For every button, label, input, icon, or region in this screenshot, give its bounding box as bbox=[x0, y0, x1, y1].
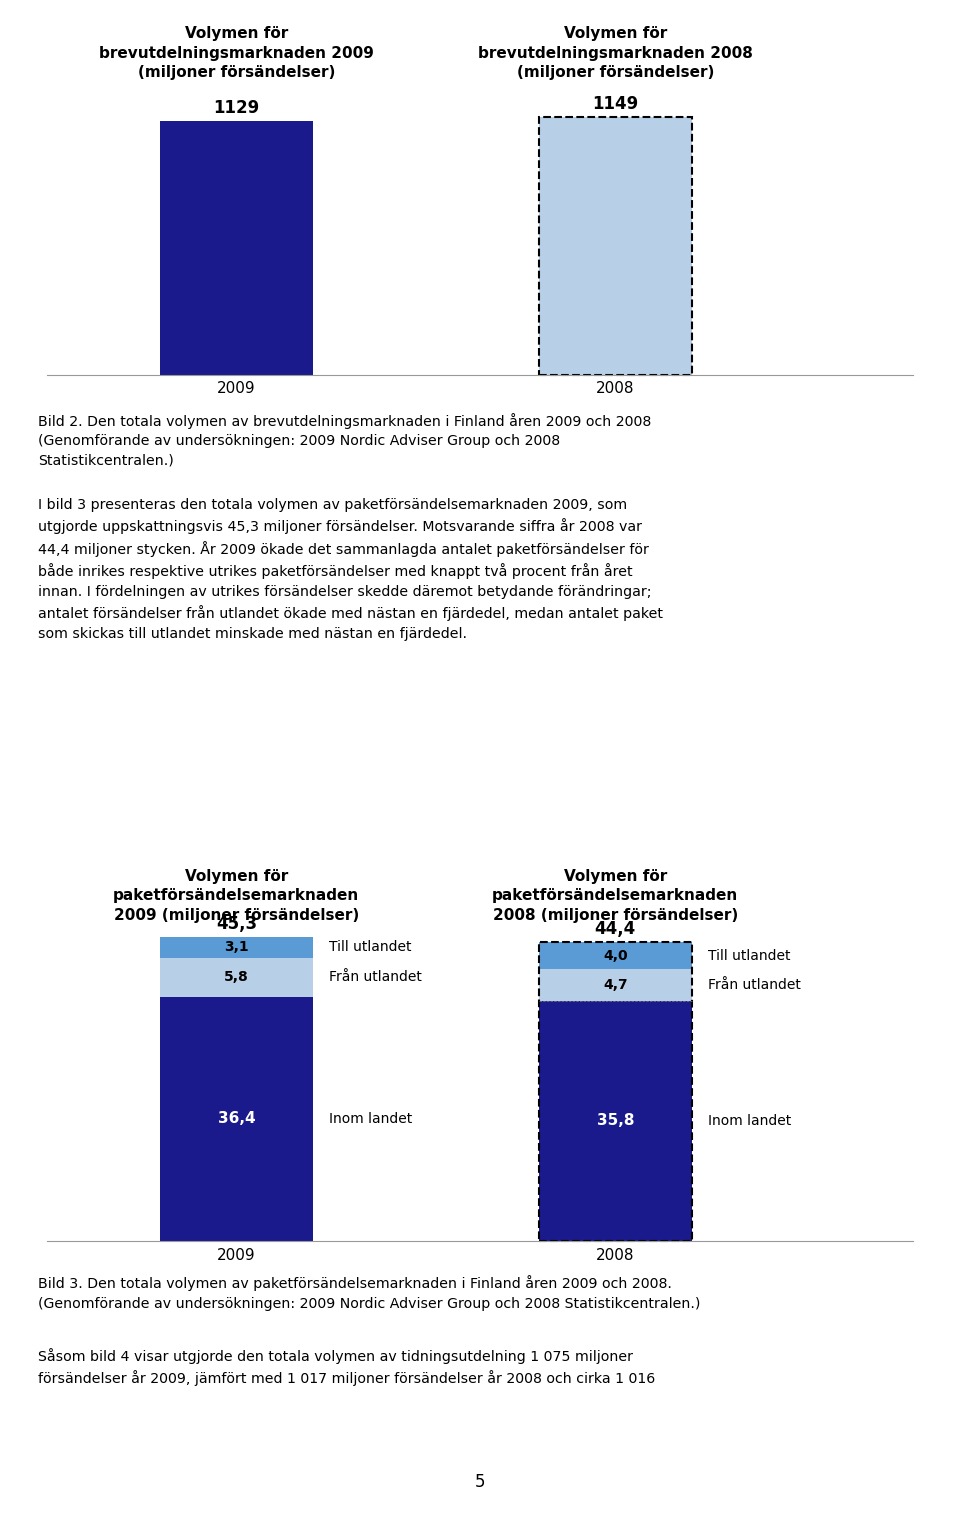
Text: 5,8: 5,8 bbox=[224, 970, 249, 984]
Text: 35,8: 35,8 bbox=[596, 1113, 635, 1128]
Text: Från utlandet: Från utlandet bbox=[329, 970, 422, 984]
Text: Inom landet: Inom landet bbox=[708, 1114, 792, 1128]
Bar bbox=[159, 121, 313, 375]
Bar bbox=[539, 117, 692, 375]
Text: 44,4: 44,4 bbox=[595, 920, 636, 938]
Text: Till utlandet: Till utlandet bbox=[708, 949, 791, 962]
Text: Volymen för
paketförsändelsemarknaden
2008 (miljoner försändelser): Volymen för paketförsändelsemarknaden 20… bbox=[492, 868, 738, 923]
Text: 45,3: 45,3 bbox=[216, 915, 257, 934]
Text: 1129: 1129 bbox=[213, 99, 259, 117]
Text: Till utlandet: Till utlandet bbox=[329, 940, 412, 955]
Text: Inom landet: Inom landet bbox=[329, 1111, 413, 1126]
Text: 2008: 2008 bbox=[596, 381, 635, 396]
Text: 2009: 2009 bbox=[217, 1248, 255, 1263]
Bar bbox=[159, 997, 313, 1240]
Text: Såsom bild 4 visar utgjorde den totala volymen av tidningsutdelning 1 075 miljon: Såsom bild 4 visar utgjorde den totala v… bbox=[38, 1348, 656, 1386]
Text: Volymen för
brevutdelningsmarknaden 2009
(miljoner försändelser): Volymen för brevutdelningsmarknaden 2009… bbox=[99, 26, 373, 80]
Text: 3,1: 3,1 bbox=[224, 940, 249, 955]
Bar bbox=[539, 943, 692, 968]
Text: Bild 3. Den totala volymen av paketförsändelsemarknaden i Finland åren 2009 och : Bild 3. Den totala volymen av paketförsä… bbox=[38, 1275, 701, 1310]
Text: 2008: 2008 bbox=[596, 1248, 635, 1263]
Bar bbox=[539, 968, 692, 1000]
Text: Från utlandet: Från utlandet bbox=[708, 978, 802, 991]
Text: 4,7: 4,7 bbox=[603, 978, 628, 991]
Text: 4,0: 4,0 bbox=[603, 949, 628, 962]
Bar bbox=[159, 958, 313, 997]
Text: 5: 5 bbox=[475, 1472, 485, 1491]
Text: 2009: 2009 bbox=[217, 381, 255, 396]
Bar bbox=[539, 1000, 692, 1240]
Bar bbox=[159, 937, 313, 958]
Text: Volymen för
brevutdelningsmarknaden 2008
(miljoner försändelser): Volymen för brevutdelningsmarknaden 2008… bbox=[478, 26, 753, 80]
Bar bbox=[539, 943, 692, 1240]
Text: 1149: 1149 bbox=[592, 94, 638, 112]
Text: Volymen för
paketförsändelsemarknaden
2009 (miljoner försändelser): Volymen för paketförsändelsemarknaden 20… bbox=[113, 868, 359, 923]
Text: I bild 3 presenteras den totala volymen av paketförsändelsemarknaden 2009, som
u: I bild 3 presenteras den totala volymen … bbox=[38, 498, 663, 641]
Bar bbox=[539, 117, 692, 375]
Text: 36,4: 36,4 bbox=[218, 1111, 255, 1126]
Text: Bild 2. Den totala volymen av brevutdelningsmarknaden i Finland åren 2009 och 20: Bild 2. Den totala volymen av brevutdeln… bbox=[38, 413, 652, 468]
